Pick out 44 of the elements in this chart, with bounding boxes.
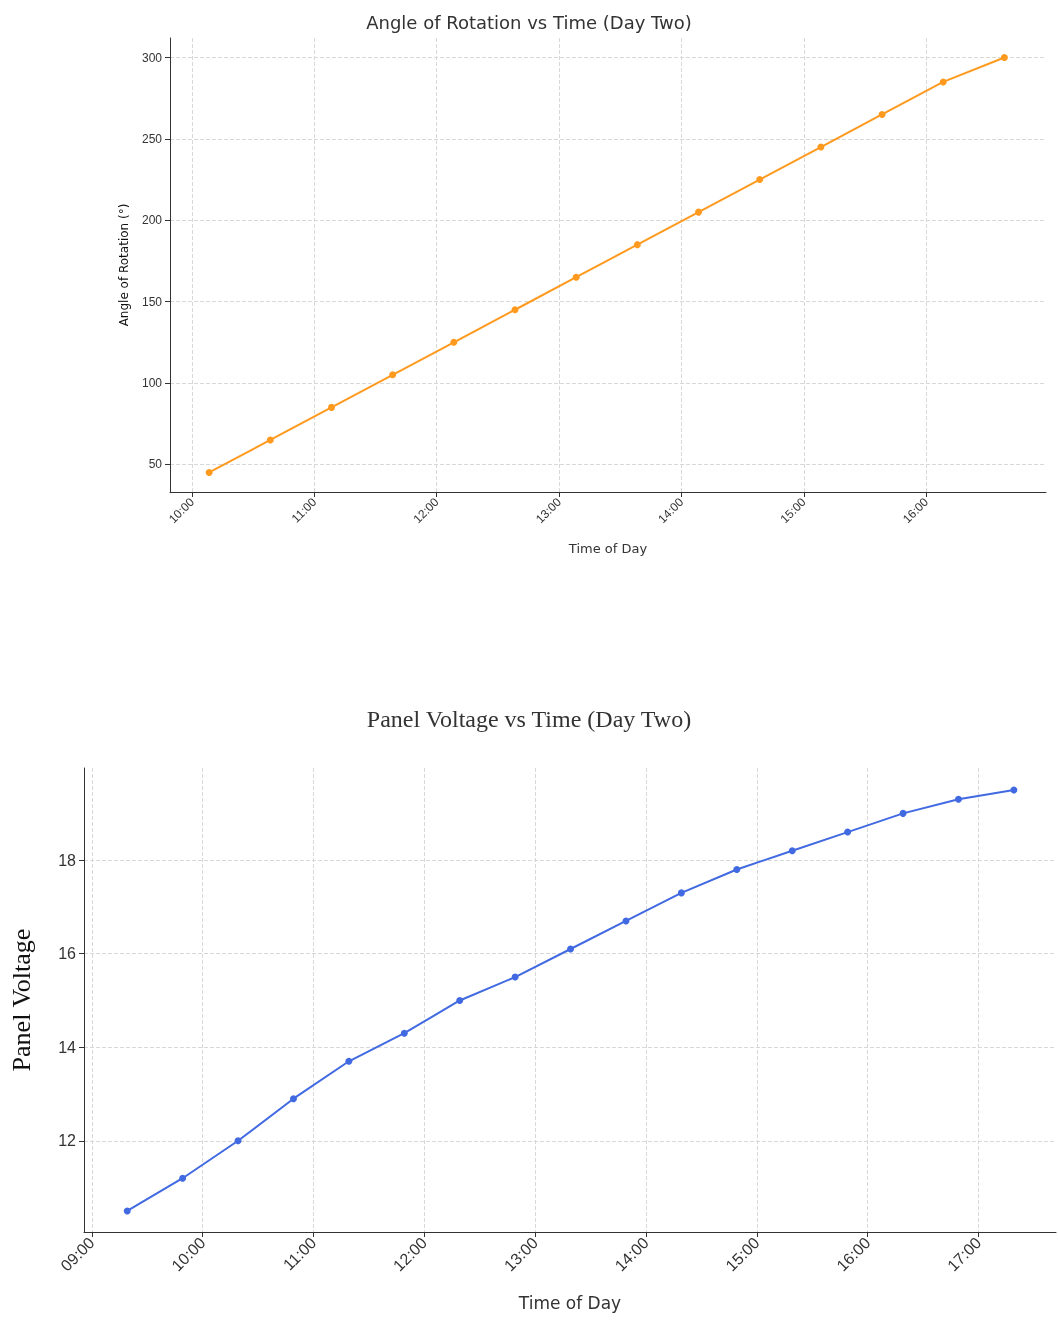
point bbox=[234, 1137, 242, 1145]
point bbox=[456, 996, 464, 1004]
y-tick-label: 18 bbox=[58, 851, 77, 869]
point bbox=[389, 371, 397, 379]
x-axis-title: Time of Day bbox=[567, 541, 648, 556]
y-tick-label: 150 bbox=[141, 294, 163, 309]
point bbox=[266, 436, 274, 444]
y-axis-title: Angle of Rotation (°) bbox=[117, 203, 131, 327]
point bbox=[289, 1095, 297, 1103]
point bbox=[733, 866, 741, 873]
y-tick-label: 300 bbox=[141, 50, 163, 65]
point bbox=[511, 973, 519, 981]
point bbox=[450, 338, 458, 346]
point bbox=[345, 1057, 353, 1065]
point bbox=[633, 241, 641, 249]
point bbox=[878, 110, 886, 118]
point bbox=[954, 795, 962, 803]
y-tick-label: 16 bbox=[58, 945, 77, 963]
point bbox=[1000, 54, 1008, 62]
point bbox=[788, 847, 796, 855]
point bbox=[939, 78, 947, 86]
point bbox=[123, 1207, 131, 1215]
y-tick-label: 50 bbox=[148, 457, 163, 472]
point bbox=[677, 889, 685, 897]
point bbox=[205, 468, 213, 476]
point bbox=[695, 208, 703, 216]
point bbox=[179, 1174, 187, 1182]
point bbox=[899, 809, 907, 817]
y-tick-label: 100 bbox=[141, 375, 163, 390]
y-tick-label: 12 bbox=[58, 1132, 77, 1150]
point bbox=[567, 945, 575, 953]
y-tick-label: 200 bbox=[141, 213, 163, 228]
y-axis-title: Panel Voltage bbox=[6, 928, 36, 1072]
point bbox=[756, 176, 764, 184]
x-axis-title: Time of Day bbox=[517, 1292, 622, 1313]
y-tick-label: 14 bbox=[58, 1038, 77, 1056]
y-tick-label: 250 bbox=[141, 131, 163, 146]
point bbox=[572, 273, 580, 281]
chart-title: Panel Voltage vs Time (Day Two) bbox=[366, 706, 692, 732]
point bbox=[511, 306, 519, 314]
point bbox=[844, 828, 852, 836]
chart-title: Angle of Rotation vs Time (Day Two) bbox=[366, 11, 692, 33]
point bbox=[328, 403, 335, 411]
point bbox=[400, 1029, 408, 1037]
